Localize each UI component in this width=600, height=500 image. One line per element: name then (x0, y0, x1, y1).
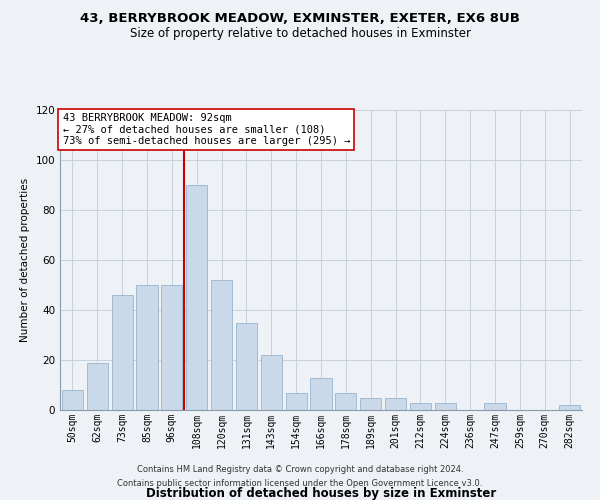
Bar (385, 398, 406, 410)
Bar (484, 402, 506, 410)
Bar (87, 362, 108, 410)
Text: 43 BERRYBROOK MEADOW: 92sqm
← 27% of detached houses are smaller (108)
73% of se: 43 BERRYBROOK MEADOW: 92sqm ← 27% of det… (62, 113, 350, 146)
Bar (435, 402, 456, 410)
Bar (236, 322, 257, 410)
Bar (335, 392, 356, 410)
Bar (112, 295, 133, 410)
Bar (136, 285, 158, 410)
Bar (286, 392, 307, 410)
Bar (186, 185, 207, 410)
Text: 43, BERRYBROOK MEADOW, EXMINSTER, EXETER, EX6 8UB: 43, BERRYBROOK MEADOW, EXMINSTER, EXETER… (80, 12, 520, 26)
Bar (161, 285, 182, 410)
Bar (310, 378, 332, 410)
Y-axis label: Number of detached properties: Number of detached properties (20, 178, 30, 342)
Bar (211, 280, 232, 410)
Bar (360, 398, 381, 410)
Bar (410, 402, 431, 410)
Text: Size of property relative to detached houses in Exminster: Size of property relative to detached ho… (130, 28, 470, 40)
Bar (62, 390, 83, 410)
X-axis label: Distribution of detached houses by size in Exminster: Distribution of detached houses by size … (146, 487, 496, 500)
Text: Contains HM Land Registry data © Crown copyright and database right 2024.
Contai: Contains HM Land Registry data © Crown c… (118, 466, 482, 487)
Bar (261, 355, 282, 410)
Bar (559, 405, 580, 410)
